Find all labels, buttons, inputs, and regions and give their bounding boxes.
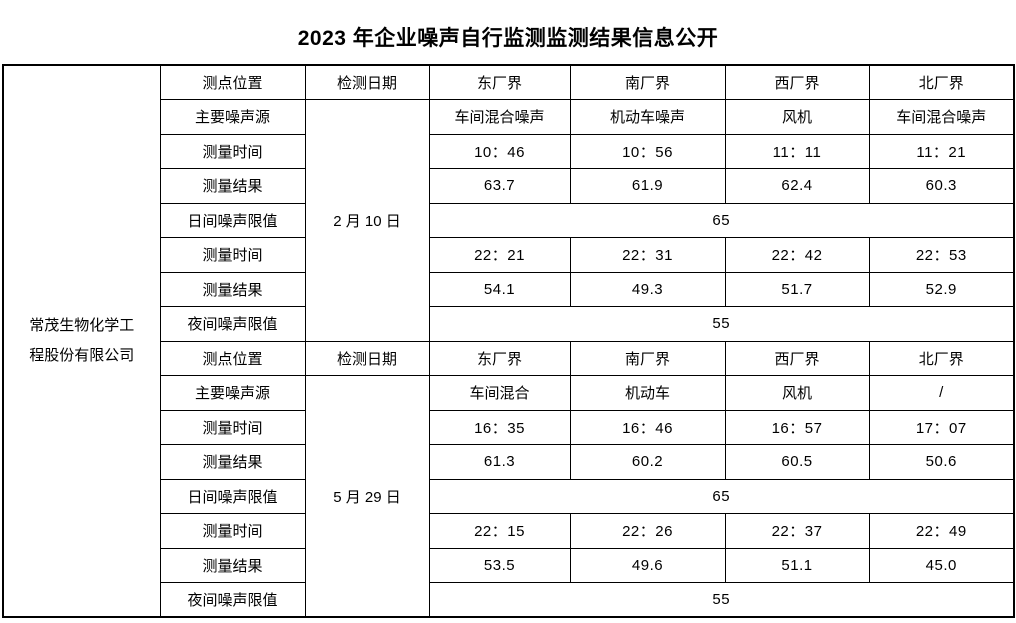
day-limit-value-cell: 65 [428,202,1015,238]
measure-time-cell: 16：46 [569,409,726,445]
night-limit-value-cell: 55 [428,582,1015,618]
measure-result-cell: 45.0 [868,547,1015,583]
date-header-cell: 检测日期 [304,340,430,376]
table-row: 主要噪声源 2 月 10 日 车间混合噪声 机动车噪声 风机 车间混合噪声 [3,99,1015,342]
table-row: 测量时间 22：21 22：31 22：42 22：53 [3,237,1015,273]
measure-time-cell: 11：21 [868,133,1015,169]
row-label-time: 测量时间 [159,237,306,273]
row-label-day-limit: 日间噪声限值 [159,478,306,514]
page-title: 2023 年企业噪声自行监测监测结果信息公开 [297,27,719,50]
measure-time-cell: 11：11 [724,133,870,169]
measure-result-cell: 60.2 [569,444,726,480]
date-header-cell: 检测日期 [304,64,430,100]
row-label-night-limit: 夜间噪声限值 [159,306,306,342]
noise-source-cell: 风机 [724,375,870,411]
measure-time-cell: 22：42 [724,237,870,273]
company-name-cell: 常茂生物化学工 程股份有限公司 [2,64,161,618]
row-label-source: 主要噪声源 [159,99,306,135]
boundary-header-north: 北厂界 [868,64,1015,100]
measure-result-cell: 51.1 [724,547,870,583]
row-label-time: 测量时间 [159,133,306,169]
measure-result-cell: 62.4 [724,168,870,204]
row-label-time: 测量时间 [159,409,306,445]
measure-time-cell: 22：15 [428,513,571,549]
detection-date-cell: 5 月 29 日 [304,375,430,618]
row-label-result: 测量结果 [159,547,306,583]
measure-time-cell: 22：31 [569,237,726,273]
measure-time-cell: 22：49 [868,513,1015,549]
measure-result-cell: 51.7 [724,271,870,307]
noise-source-cell: 车间混合噪声 [868,99,1015,135]
noise-source-cell: 机动车噪声 [569,99,726,135]
table-row: 测量结果 54.1 49.3 51.7 52.9 [3,271,1015,307]
row-label-source: 主要噪声源 [159,375,306,411]
row-label-result: 测量结果 [159,168,306,204]
measure-time-cell: 22：21 [428,237,571,273]
row-label-night-limit: 夜间噪声限值 [159,582,306,618]
measure-time-cell: 10：56 [569,133,726,169]
company-name-line1: 常茂生物化学工 [29,317,135,334]
measure-result-cell: 53.5 [428,547,571,583]
table-row: 测量时间 10：46 10：56 11：11 11：21 [3,133,1015,169]
measure-result-cell: 60.3 [868,168,1015,204]
boundary-header-west: 西厂界 [724,64,870,100]
boundary-header-east: 东厂界 [428,340,571,376]
row-label-day-limit: 日间噪声限值 [159,202,306,238]
noise-source-cell: 机动车 [569,375,726,411]
measure-time-cell: 16：35 [428,409,571,445]
table-row: 主要噪声源 5 月 29 日 车间混合 机动车 风机 / [3,375,1015,618]
measure-time-cell: 10：46 [428,133,571,169]
table-row: 夜间噪声限值 55 [3,306,1015,342]
table-row: 测量时间 16：35 16：46 16：57 17：07 [3,409,1015,445]
measure-result-cell: 52.9 [868,271,1015,307]
measure-result-cell: 61.3 [428,444,571,480]
boundary-header-south: 南厂界 [569,340,726,376]
boundary-header-north: 北厂界 [868,340,1015,376]
table-row: 测点位置 检测日期 东厂界 南厂界 西厂界 北厂界 [3,340,1015,376]
row-label-point: 测点位置 [159,340,306,376]
company-name-line2: 程股份有限公司 [29,347,135,364]
boundary-header-south: 南厂界 [569,64,726,100]
measure-time-cell: 22：37 [724,513,870,549]
row-label-result: 测量结果 [159,444,306,480]
boundary-header-east: 东厂界 [428,64,571,100]
measure-time-cell: 16：57 [724,409,870,445]
measure-result-cell: 49.6 [569,547,726,583]
measure-time-cell: 17：07 [868,409,1015,445]
table-row: 测量结果 61.3 60.2 60.5 50.6 [3,444,1015,480]
measure-result-cell: 54.1 [428,271,571,307]
table-row: 测量结果 63.7 61.9 62.4 60.3 [3,168,1015,204]
boundary-header-west: 西厂界 [724,340,870,376]
table-row: 夜间噪声限值 55 [3,582,1015,618]
noise-source-cell: 风机 [724,99,870,135]
measure-result-cell: 49.3 [569,271,726,307]
day-limit-value-cell: 65 [428,478,1015,514]
row-label-time: 测量时间 [159,513,306,549]
noise-monitoring-table: 常茂生物化学工 程股份有限公司 测点位置 检测日期 东厂界 南厂界 西厂界 北厂… [2,64,1015,618]
noise-source-cell: / [868,375,1015,411]
detection-date-cell: 2 月 10 日 [304,99,430,342]
measure-result-cell: 61.9 [569,168,726,204]
measure-result-cell: 60.5 [724,444,870,480]
noise-source-cell: 车间混合噪声 [428,99,571,135]
row-label-result: 测量结果 [159,271,306,307]
row-label-point: 测点位置 [159,64,306,100]
measure-result-cell: 63.7 [428,168,571,204]
measure-result-cell: 50.6 [868,444,1015,480]
table-row: 常茂生物化学工 程股份有限公司 测点位置 检测日期 东厂界 南厂界 西厂界 北厂… [2,64,1015,618]
night-limit-value-cell: 55 [428,306,1015,342]
measure-time-cell: 22：53 [868,237,1015,273]
measure-time-cell: 22：26 [569,513,726,549]
noise-source-cell: 车间混合 [428,375,571,411]
